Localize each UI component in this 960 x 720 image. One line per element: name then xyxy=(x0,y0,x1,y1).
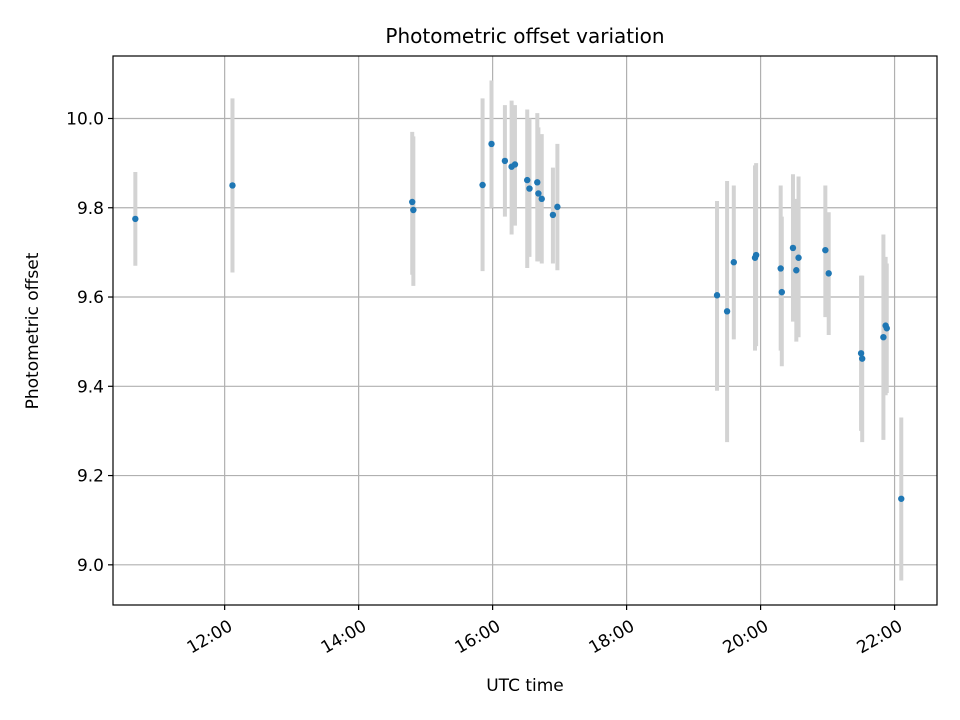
data-points xyxy=(132,140,905,502)
data-point xyxy=(789,244,797,252)
data-point xyxy=(730,259,737,266)
x-axis-label: UTC time xyxy=(486,676,564,696)
data-point xyxy=(524,176,531,184)
data-point xyxy=(488,140,495,148)
data-point xyxy=(511,161,519,168)
y-tick-label: 10.0 xyxy=(66,109,104,129)
y-tick-label: 9.4 xyxy=(77,377,104,397)
data-point xyxy=(501,157,509,165)
data-point xyxy=(883,325,890,332)
data-point xyxy=(825,270,832,277)
data-point xyxy=(858,355,866,362)
data-point xyxy=(535,190,542,197)
y-tick-label: 9.6 xyxy=(77,288,104,308)
data-point xyxy=(777,265,784,272)
plot-frame xyxy=(112,55,938,606)
data-point xyxy=(857,350,865,357)
data-point xyxy=(898,495,905,502)
data-point xyxy=(880,333,887,341)
data-point xyxy=(822,246,829,254)
data-point xyxy=(778,288,786,296)
y-axis: 9.0 9.2 9.4 9.6 9.8 10.0 xyxy=(66,109,113,576)
y-axis-label: Photometric offset xyxy=(23,252,43,409)
data-point xyxy=(793,267,800,274)
data-point xyxy=(752,251,760,259)
data-point xyxy=(479,181,486,189)
data-point xyxy=(713,292,721,299)
data-point xyxy=(723,308,731,315)
data-point xyxy=(554,203,561,211)
y-tick-label: 9.0 xyxy=(77,556,104,576)
data-point xyxy=(795,254,802,261)
data-point xyxy=(526,185,533,192)
data-point xyxy=(534,179,541,186)
data-point xyxy=(229,182,236,189)
data-point xyxy=(409,198,416,206)
chart-title: Photometric offset variation xyxy=(385,24,664,48)
data-point xyxy=(538,195,545,203)
data-point xyxy=(132,215,139,223)
data-point xyxy=(410,206,417,214)
y-tick-label: 9.2 xyxy=(77,467,104,487)
y-tick-label: 9.8 xyxy=(77,199,104,219)
data-point xyxy=(549,211,557,219)
